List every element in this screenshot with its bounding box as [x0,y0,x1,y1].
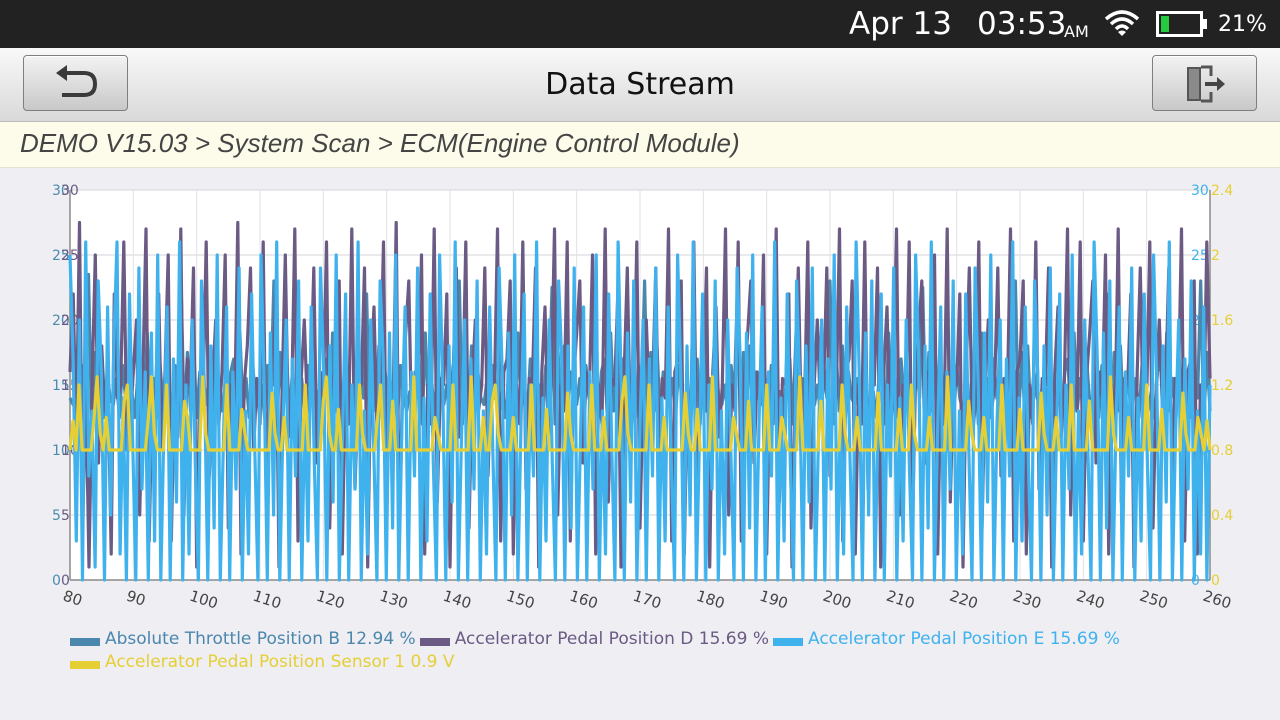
x-tick-label: 220 [947,587,980,613]
y-tick-label-right: 0.4 [1211,508,1233,524]
x-tick-label: 100 [187,587,220,613]
x-tick-label: 180 [694,587,727,613]
x-tick-label: 190 [757,587,790,613]
y-tick-label-left: 0 [61,573,70,589]
y-tick-label-left: 30 [61,183,79,199]
x-tick-label: 150 [504,587,537,613]
legend-item: Accelerator Pedal Position D 15.69 % [419,628,769,651]
x-tick-label: 260 [1201,587,1234,613]
legend-swatch [70,638,100,646]
app-toolbar: Data Stream [0,48,1280,122]
page-title: Data Stream [545,67,735,102]
legend-series-value: 12.94 % [340,629,416,649]
legend-series-value: 15.69 % [693,629,769,649]
legend-swatch [70,661,100,669]
legend-item: Accelerator Pedal Position Sensor 1 0.9 … [70,651,455,674]
legend-series-name: Accelerator Pedal Position D [454,629,694,649]
x-tick-label: 200 [821,587,854,613]
x-tick-label: 90 [124,587,148,610]
x-tick-label: 230 [1011,587,1044,613]
x-tick-label: 250 [1137,587,1170,613]
legend-series-name: Absolute Throttle Position B [105,629,341,649]
status-ampm: AM [1064,22,1089,41]
y-tick-label-left: 25 [52,248,70,264]
exit-button[interactable] [1152,55,1257,111]
legend-item: Accelerator Pedal Position E 15.69 % [773,628,1120,651]
x-tick-label: 140 [441,587,474,613]
x-tick-label: 210 [884,587,917,613]
wifi-icon [1104,10,1140,36]
back-arrow-icon [56,65,98,97]
data-stream-chart: 80 90 100 110 120 130 140 150 160 170 180 190 200 210… [52,183,1234,613]
legend-swatch [419,638,450,646]
status-time: 03:53 [977,6,1067,42]
x-tick-label: 170 [631,587,664,613]
legend-series-value: 15.69 % [1044,629,1120,649]
series-line-4 [68,375,1212,452]
x-tick-label: 120 [314,587,347,613]
battery-level-fill [1161,16,1169,32]
y-tick-label-left: 5 [61,508,70,524]
legend-series-value: 0.9 V [405,652,455,672]
y-tick-label-left: 30 [52,183,70,199]
y-tick-label-right: 2 [1211,248,1220,264]
legend-series-name: Accelerator Pedal Position E [808,629,1045,649]
status-bar: Apr 13 03:53 AM 21% [0,0,1280,48]
y-tick-label-right: 2.4 [1211,183,1233,199]
x-tick-label: 80 [61,587,85,610]
x-tick-label: 160 [567,587,600,613]
exit-door-icon [1187,65,1225,103]
legend-item: Absolute Throttle Position B 12.94 % [70,628,416,651]
battery-percent: 21% [1218,12,1267,37]
y-tick-label-right: 0 [1211,573,1220,589]
y-tick-label-left: 20 [52,313,70,329]
y-tick-label-left: 15 [52,378,70,394]
y-tick-label-left: 0 [52,573,61,589]
battery-icon [1156,11,1207,37]
legend-swatch [773,638,803,646]
status-date: Apr 13 [849,6,952,42]
y-tick-label-right: 30 [1191,183,1209,199]
y-tick-label-right: 1.6 [1211,313,1233,329]
legend-series-name: Accelerator Pedal Position Sensor 1 [105,652,406,672]
x-tick-label: 130 [377,587,410,613]
breadcrumb: DEMO V15.03 > System Scan > ECM(Engine C… [0,122,1280,168]
y-tick-label-left: 5 [52,508,61,524]
y-tick-label-right: 0.8 [1211,443,1233,459]
y-tick-label-left: 10 [52,443,70,459]
series-line-3 [68,240,1212,582]
y-tick-label-left: 20 [61,313,79,329]
chart-legend: Absolute Throttle Position B 12.94 % Acce… [70,628,1220,674]
x-tick-label: 240 [1074,587,1107,613]
y-tick-label-right: 25 [1191,248,1209,264]
x-tick-label: 110 [251,587,284,613]
y-tick-label-right: 1.2 [1211,378,1233,394]
back-button[interactable] [23,55,128,111]
breadcrumb-text: DEMO V15.03 > System Scan > ECM(Engine C… [20,128,740,158]
